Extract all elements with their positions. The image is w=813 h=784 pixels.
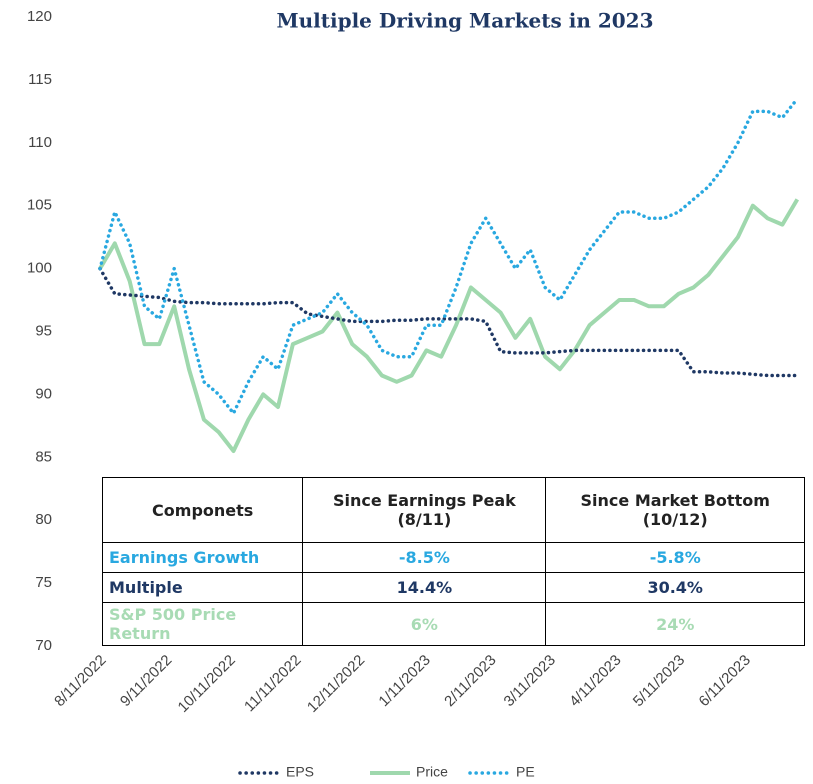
summary-table: Componets Since Earnings Peak (8/11) Since… xyxy=(101,477,805,646)
table-cell: -5.8% xyxy=(545,542,805,573)
y-tick-label: 85 xyxy=(35,448,52,465)
table-row: S&P 500 Price Return 6% 24% xyxy=(101,602,805,646)
table-body: Earnings Growth -8.5% -5.8% Multiple 14.4% 30… xyxy=(101,542,805,646)
table-cell: S&P 500 Price Return xyxy=(101,602,304,646)
line-price xyxy=(98,198,800,453)
x-tick-label: 10/11/2022 xyxy=(175,652,239,716)
legend-label: Price xyxy=(416,764,448,780)
table-cell: 30.4% xyxy=(545,572,805,603)
x-tick-label: 4/11/2023 xyxy=(566,652,624,710)
x-tick-label: 12/11/2022 xyxy=(304,652,368,716)
table-cell: Earnings Growth xyxy=(101,542,304,573)
table-header-cell: Since Earnings Peak (8/11) xyxy=(302,477,547,543)
table-cell: Multiple xyxy=(101,572,304,603)
table-header-cell: Componets xyxy=(101,477,304,543)
y-tick-label: 120 xyxy=(27,8,52,25)
x-tick-label: 6/11/2023 xyxy=(696,652,754,710)
table-header-cell: Since Market Bottom (10/12) xyxy=(545,477,805,543)
y-tick-label: 100 xyxy=(27,260,52,277)
y-tick-label: 70 xyxy=(35,637,52,654)
table-row: Earnings Growth -8.5% -5.8% xyxy=(101,542,805,573)
x-tick-label: 3/11/2023 xyxy=(501,652,559,710)
y-tick-label: 105 xyxy=(27,197,52,214)
legend-label: PE xyxy=(516,764,535,780)
y-tick-label: 95 xyxy=(35,322,52,339)
x-tick-label: 5/11/2023 xyxy=(630,652,688,710)
x-tick-label: 1/11/2023 xyxy=(375,652,433,710)
table-cell: 6% xyxy=(302,602,547,646)
table-cell: 24% xyxy=(545,602,805,646)
x-tick-label: 2/11/2023 xyxy=(441,652,499,710)
x-tick-label: 8/11/2022 xyxy=(51,652,109,710)
y-tick-label: 90 xyxy=(35,385,52,402)
y-tick-label: 80 xyxy=(35,511,52,528)
y-tick-label: 115 xyxy=(28,71,52,88)
line-eps xyxy=(98,266,800,378)
table-header: Componets Since Earnings Peak (8/11) Since… xyxy=(101,477,805,543)
x-tick-label: 9/11/2022 xyxy=(117,652,175,710)
y-tick-label: 75 xyxy=(35,574,52,591)
table-cell: -8.5% xyxy=(302,542,547,573)
y-tick-label: 110 xyxy=(28,134,52,151)
chart-title: Multiple Driving Markets in 2023 xyxy=(276,9,653,33)
legend-label: EPS xyxy=(286,764,314,780)
table-cell: 14.4% xyxy=(302,572,547,603)
x-tick-label: 11/11/2022 xyxy=(241,652,305,716)
table-row: Multiple 14.4% 30.4% xyxy=(101,572,805,603)
line-pe xyxy=(98,97,800,416)
